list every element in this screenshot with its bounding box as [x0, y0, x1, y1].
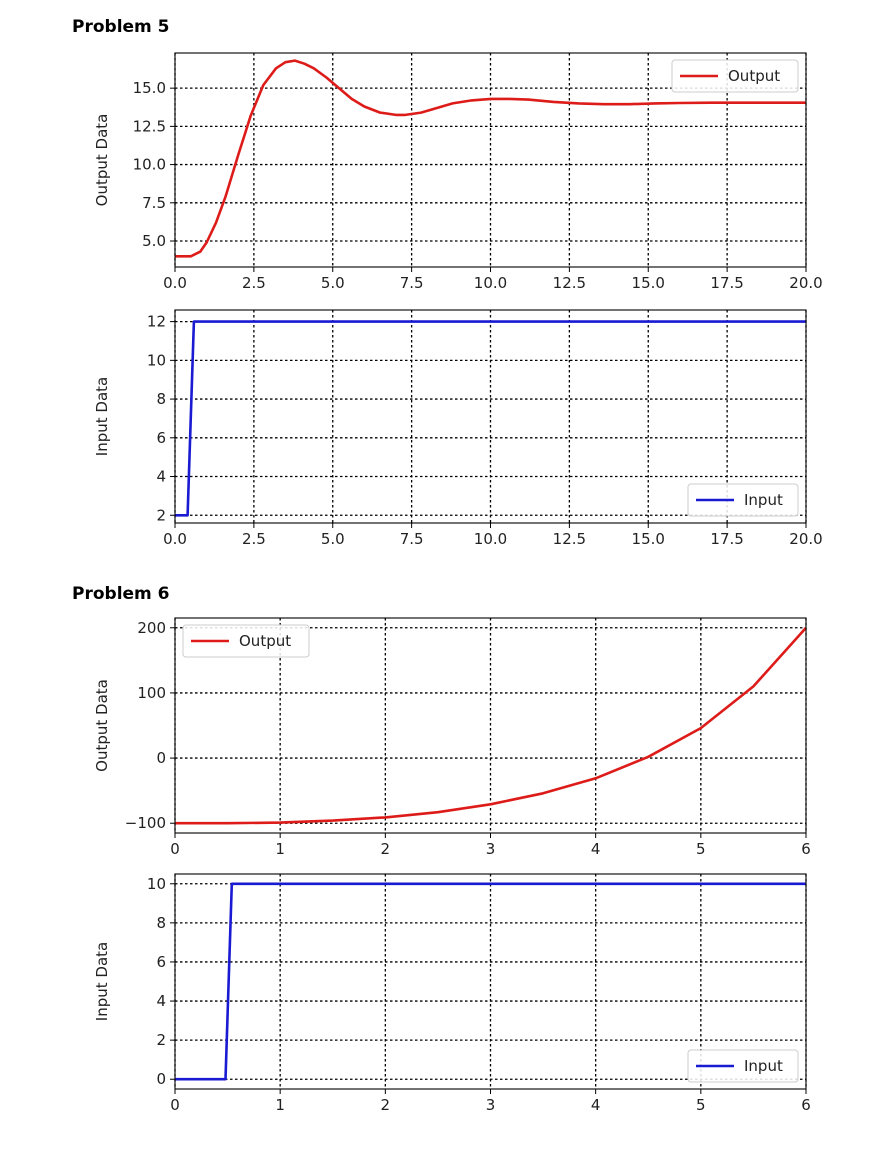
legend-label: Input — [744, 491, 783, 509]
x-tick-label: 20.0 — [789, 274, 822, 292]
y-tick-label: 8 — [156, 914, 166, 932]
x-tick-label: 17.5 — [710, 274, 743, 292]
y-tick-label: 6 — [156, 953, 166, 971]
y-tick-label: 5.0 — [142, 232, 166, 250]
x-tick-label: 5 — [696, 840, 706, 858]
x-tick-label: 2 — [381, 1096, 391, 1114]
x-tick-label: 10.0 — [474, 274, 507, 292]
x-tick-label: 15.0 — [632, 274, 665, 292]
y-tick-label: 4 — [156, 468, 166, 486]
legend-label: Output — [728, 67, 780, 85]
x-tick-label: 2.5 — [242, 274, 266, 292]
legend-box — [687, 483, 799, 517]
chart-2: 0.0 2.5 5.0 7.5 10.0 12.5 15.0 17.5 20.0 2 4 6 8 10 12… — [93, 309, 823, 548]
x-tick-label: 10.0 — [474, 530, 507, 548]
y-tick-label: 8 — [156, 390, 166, 408]
x-tick-label: 17.5 — [710, 530, 743, 548]
legend: Input — [687, 483, 799, 517]
x-tick-label: 0.0 — [163, 530, 187, 548]
x-tick-label: 12.5 — [553, 274, 586, 292]
y-tick-label: 200 — [137, 619, 166, 637]
x-tick-label: 0 — [170, 840, 180, 858]
y-tick-label: 2 — [156, 506, 166, 524]
legend: Output — [671, 59, 799, 93]
y-tick-label: 12 — [147, 313, 166, 331]
y-tick-label: 4 — [156, 992, 166, 1010]
legend: Output — [182, 624, 310, 658]
legend-box — [671, 59, 799, 93]
x-tick-label: 6 — [801, 840, 811, 858]
x-tick-label: 0 — [170, 1096, 180, 1114]
x-tick-label: 5.0 — [321, 530, 345, 548]
y-tick-label: 6 — [156, 429, 166, 447]
y-tick-label: 7.5 — [142, 194, 166, 212]
series-line-input — [175, 882, 806, 1081]
y-axis-label: Input Data — [93, 942, 111, 1021]
y-tick-label: 10.0 — [133, 156, 166, 174]
legend-label: Output — [239, 632, 291, 650]
legend: Input — [687, 1049, 799, 1083]
y-tick-label: 0 — [156, 1070, 166, 1088]
chart-4: 0 1 2 3 4 5 6 0 2 4 6 8 10 Input Data Input — [93, 873, 811, 1114]
problem-6-title: Problem 6 — [72, 584, 170, 604]
x-tick-label: 15.0 — [632, 530, 665, 548]
problem-5-title: Problem 5 — [72, 17, 170, 37]
x-tick-label: 6 — [801, 1096, 811, 1114]
x-tick-label: 3 — [486, 840, 496, 858]
y-tick-label: −100 — [125, 814, 166, 832]
chart-1: 0.0 2.5 5.0 7.5 10.0 12.5 15.0 17.5 20.0 5.0 7.5 10… — [93, 52, 823, 292]
y-axis-label: Input Data — [93, 377, 111, 456]
x-tick-label: 4 — [591, 1096, 601, 1114]
series-line-output — [175, 59, 806, 258]
x-tick-label: 1 — [275, 1096, 285, 1114]
y-tick-label: 0 — [156, 749, 166, 767]
x-tick-label: 7.5 — [400, 530, 424, 548]
x-tick-label: 2 — [381, 840, 391, 858]
y-tick-label: 10 — [147, 875, 166, 893]
x-tick-label: 20.0 — [789, 530, 822, 548]
legend-label: Input — [744, 1057, 783, 1075]
y-tick-label: 100 — [137, 684, 166, 702]
x-tick-label: 1 — [275, 840, 285, 858]
x-tick-label: 5.0 — [321, 274, 345, 292]
x-tick-label: 0.0 — [163, 274, 187, 292]
series-line-input — [175, 320, 806, 517]
y-tick-label: 2 — [156, 1031, 166, 1049]
x-tick-label: 2.5 — [242, 530, 266, 548]
y-tick-label: 10 — [147, 351, 166, 369]
y-tick-label: 12.5 — [133, 117, 166, 135]
x-tick-label: 12.5 — [553, 530, 586, 548]
x-tick-label: 3 — [486, 1096, 496, 1114]
x-tick-label: 4 — [591, 840, 601, 858]
x-tick-label: 5 — [696, 1096, 706, 1114]
series-line-output — [175, 626, 807, 825]
y-tick-label: 15.0 — [133, 79, 166, 97]
legend-box — [182, 624, 310, 658]
legend-box — [687, 1049, 799, 1083]
y-axis-label: Output Data — [93, 679, 111, 772]
y-axis-label: Output Data — [93, 114, 111, 207]
x-tick-label: 7.5 — [400, 274, 424, 292]
